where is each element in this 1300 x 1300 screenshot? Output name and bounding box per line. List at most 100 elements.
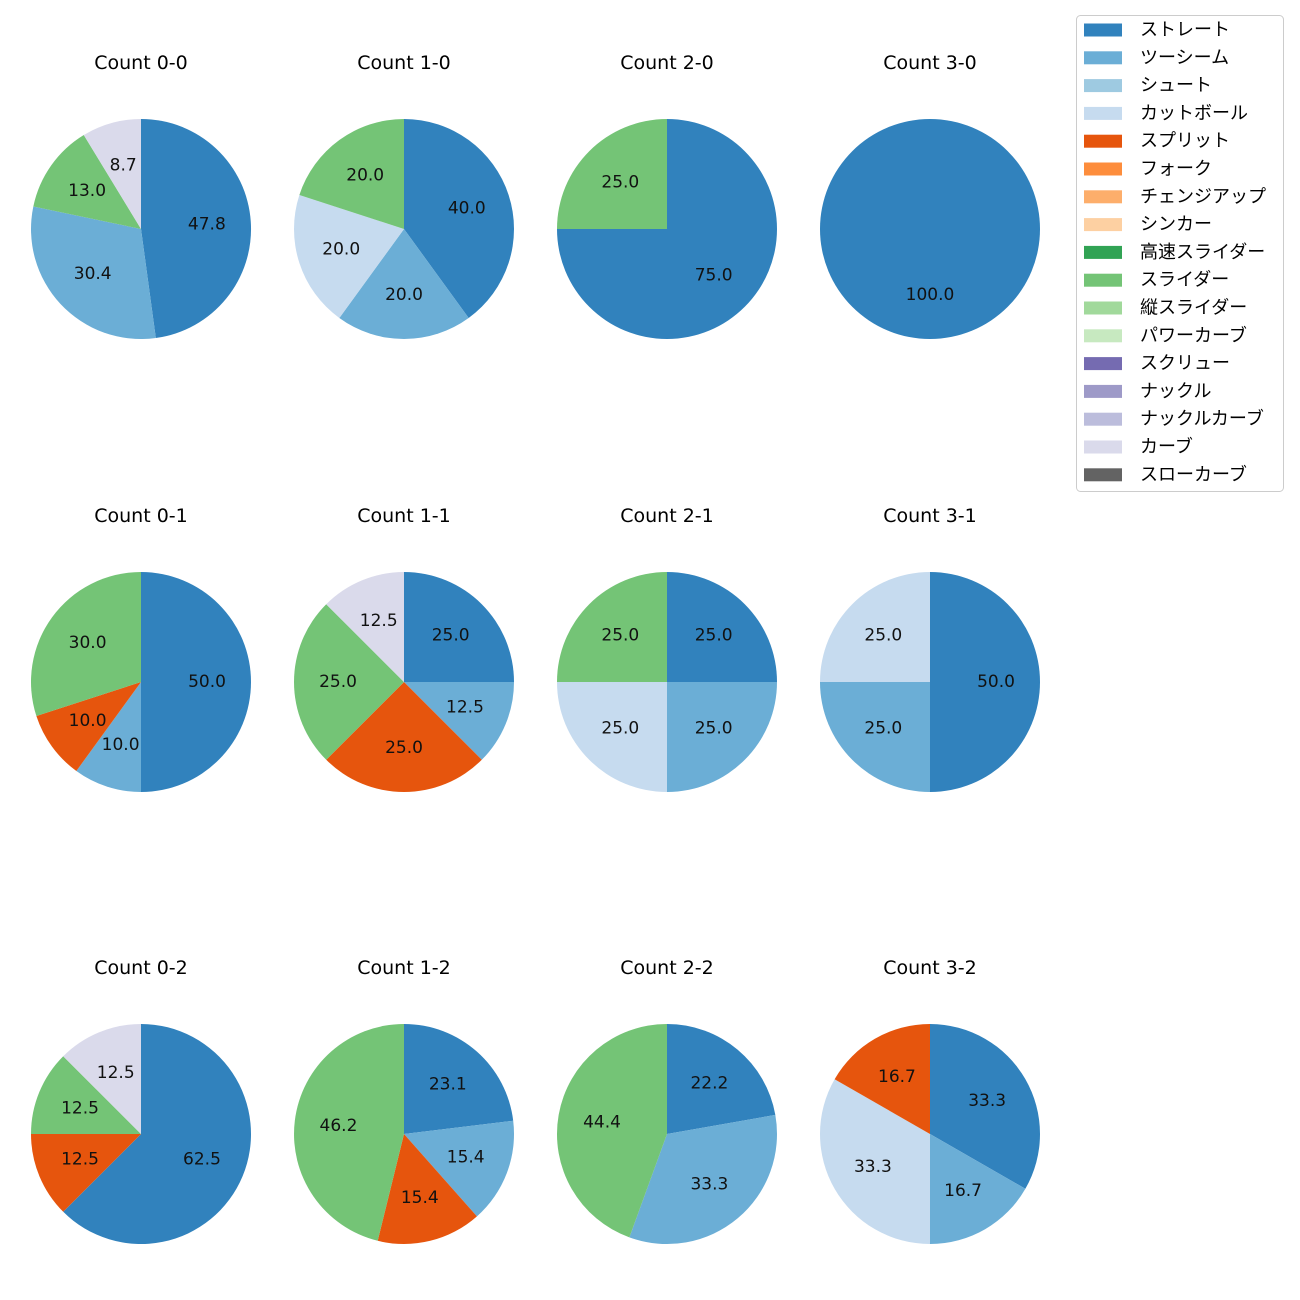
pie-slice-count-0-0-1 (31, 206, 156, 340)
pie-slice-count-0-1-1 (76, 682, 141, 792)
pie-title: Count 0-0 (94, 52, 188, 74)
legend-label: カーブ (1140, 436, 1193, 458)
slice-label: 12.5 (61, 1149, 99, 1169)
pie-slice-count-2-2-0 (667, 1024, 776, 1134)
slice-label: 12.5 (360, 611, 398, 631)
legend-item: フォーク (1084, 159, 1212, 180)
slice-label: 44.4 (583, 1113, 621, 1133)
pie-slice-count-0-0-3 (83, 119, 141, 229)
pie-slice-count-1-0-3 (299, 119, 404, 229)
legend-swatch (1084, 468, 1122, 482)
legend-swatch (1084, 51, 1122, 65)
legend-frame (1076, 15, 1284, 492)
slice-label: 30.4 (74, 264, 112, 284)
pie-slice-count-1-2-0 (404, 1024, 514, 1134)
pie-slice-count-1-1-1 (404, 682, 514, 760)
slice-label: 25.0 (864, 719, 902, 739)
legend-item: カットボール (1084, 103, 1248, 124)
pie-slice-count-0-2-0 (63, 1024, 252, 1244)
legend-item: 高速スライダー (1084, 242, 1265, 263)
legend-label: フォーク (1140, 159, 1212, 180)
slice-label: 25.0 (385, 738, 423, 758)
legend-label: シュート (1140, 75, 1212, 96)
legend-swatch (1084, 218, 1122, 232)
legend-swatch (1084, 329, 1122, 343)
legend-label: シンカー (1140, 214, 1212, 235)
pie-slice-count-3-2-0 (930, 1024, 1041, 1189)
pie-charts: Count 0-0 47.8 30.4 13.08.7 Count 1-0 40.0 20.… (30, 52, 1041, 1245)
legend-item: パワーカーブ (1084, 324, 1247, 346)
pie-count-3-2: Count 3-2 33.3 16.7 33.3 16.7 (819, 957, 1041, 1244)
legend-swatch (1084, 412, 1122, 426)
pie-slice-count-3-2-3 (834, 1024, 930, 1134)
legend-item: スローカーブ (1084, 463, 1247, 485)
slice-label: 33.3 (854, 1157, 892, 1177)
pie-slice-count-0-0-0 (141, 118, 252, 338)
legend-swatch (1084, 273, 1122, 287)
slice-label: 62.5 (183, 1149, 221, 1169)
pie-slice-count-2-0-1 (557, 119, 667, 229)
pie-slice-count-1-0-1 (339, 229, 469, 340)
pie-slice-count-1-1-0 (404, 572, 514, 682)
pie-title: Count 3-0 (883, 52, 977, 74)
legend-swatch (1084, 162, 1122, 176)
slice-label: 46.2 (320, 1116, 358, 1136)
slice-label: 10.0 (102, 735, 140, 755)
slice-label: 15.4 (401, 1188, 439, 1208)
legend-item: ナックルカーブ (1084, 408, 1264, 430)
legend-item: ツーシーム (1084, 47, 1229, 68)
legend: ストレートツーシームシュートカットボールスプリットフォークチェンジアップシンカー… (1076, 15, 1284, 492)
pie-count-1-1: Count 1-1 25.0 12.5 25.0 25.0 12.5 (294, 505, 514, 792)
legend-label: スクリュー (1140, 353, 1230, 374)
pie-title: Count 1-0 (357, 52, 451, 74)
legend-item: スプリット (1084, 131, 1230, 152)
pie-slice-count-0-0-2 (33, 135, 141, 229)
legend-label: 縦スライダー (1140, 298, 1247, 319)
pie-slice-count-3-1-0 (930, 572, 1040, 792)
pie-slice-count-2-1-0 (667, 572, 777, 682)
legend-swatch (1084, 134, 1122, 148)
pie-title: Count 2-0 (620, 52, 714, 74)
legend-item: ナックル (1084, 381, 1211, 402)
slice-label: 16.7 (878, 1067, 916, 1087)
slice-label: 25.0 (601, 625, 639, 645)
slice-label: 33.3 (690, 1175, 728, 1195)
pie-count-2-2: Count 2-2 22.2 33.3 44.4 (556, 957, 778, 1245)
legend-item: シュート (1084, 75, 1212, 96)
slice-label: 40.0 (448, 199, 486, 219)
pie-title: Count 1-2 (357, 957, 451, 979)
pie-title: Count 0-1 (94, 505, 188, 527)
pie-count-2-0: Count 2-0 75.0 25.0 (557, 52, 777, 339)
pie-count-3-1: Count 3-1 50.0 25.0 25.0 (820, 505, 1040, 792)
pie-slice-count-0-2-3 (63, 1024, 141, 1134)
slice-label: 13.0 (68, 181, 106, 201)
legend-label: パワーカーブ (1140, 324, 1247, 346)
slice-label: 25.0 (319, 672, 357, 692)
legend-label: ナックル (1140, 381, 1211, 402)
pie-count-1-2: Count 1-2 23.1 15.4 15.4 46.2 (294, 957, 515, 1244)
slice-label: 16.7 (944, 1181, 982, 1201)
slice-label: 8.7 (110, 155, 137, 175)
legend-swatch (1084, 440, 1122, 454)
slice-label: 100.0 (906, 285, 955, 305)
pie-slice-count-3-1-1 (820, 682, 930, 792)
legend-item: ストレート (1084, 20, 1230, 41)
pie-slice-count-3-2-2 (819, 1079, 930, 1244)
slice-label: 75.0 (695, 266, 733, 286)
slice-label: 47.8 (188, 215, 226, 235)
pie-slice-count-0-1-2 (36, 682, 141, 771)
slice-label: 22.2 (690, 1073, 728, 1093)
legend-label: スローカーブ (1140, 463, 1247, 485)
pie-slice-count-1-0-2 (293, 195, 404, 318)
pie-slice-count-2-2-2 (556, 1024, 667, 1238)
pie-slice-count-0-1-0 (141, 572, 251, 792)
slice-label: 12.5 (446, 697, 484, 717)
legend-label: ツーシーム (1140, 47, 1229, 68)
pie-slice-count-1-1-3 (294, 604, 404, 760)
pie-slice-count-2-1-3 (557, 572, 667, 682)
slice-label: 20.0 (346, 166, 384, 186)
slice-label: 25.0 (695, 625, 733, 645)
pie-slice-count-1-2-3 (294, 1024, 404, 1241)
legend-swatch (1084, 190, 1122, 204)
pie-slice-count-0-1-3 (30, 572, 141, 716)
